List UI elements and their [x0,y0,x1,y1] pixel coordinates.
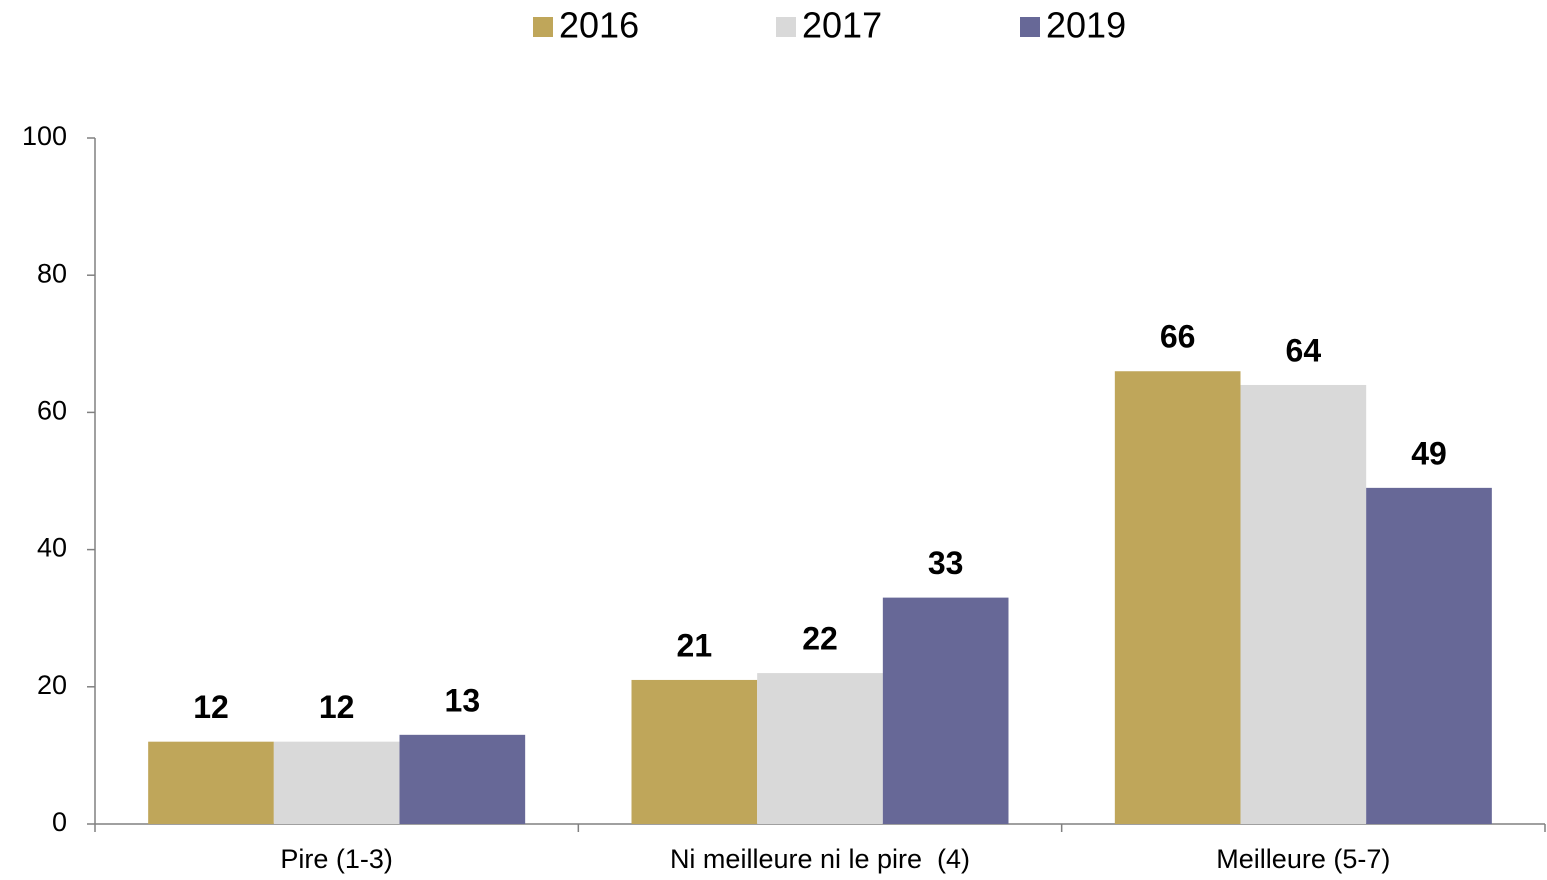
data-label: 66 [1160,319,1196,355]
bar [1366,487,1492,824]
bar [399,734,526,824]
legend-swatch [533,17,553,37]
legend-label: 2017 [802,5,882,46]
data-label: 21 [677,627,713,663]
y-tick-label: 100 [22,121,67,151]
x-tick-label: Meilleure (5-7) [1216,844,1390,874]
y-tick-label: 60 [37,396,67,426]
data-label: 22 [802,621,838,657]
bar [882,597,1009,824]
bar [631,679,758,824]
bar [273,741,400,824]
bar [148,741,274,824]
data-label: 12 [319,689,355,725]
legend-label: 2019 [1046,5,1126,46]
y-tick-label: 0 [52,807,67,837]
data-label: 64 [1286,332,1322,368]
bar [1114,371,1241,824]
data-label: 33 [928,545,964,581]
data-label: 49 [1411,435,1447,471]
y-tick-label: 80 [37,258,67,288]
bar [757,673,883,824]
legend-swatch [1020,17,1040,37]
data-label: 13 [445,682,481,718]
x-tick-label: Pire (1-3) [280,844,393,874]
y-tick-label: 40 [37,533,67,563]
bar [1240,384,1367,824]
x-tick-label: Ni meilleure ni le pire (4) [670,844,970,874]
y-tick-label: 20 [37,670,67,700]
data-label: 12 [193,689,229,725]
legend-swatch [776,17,796,37]
legend-label: 2016 [559,5,639,46]
